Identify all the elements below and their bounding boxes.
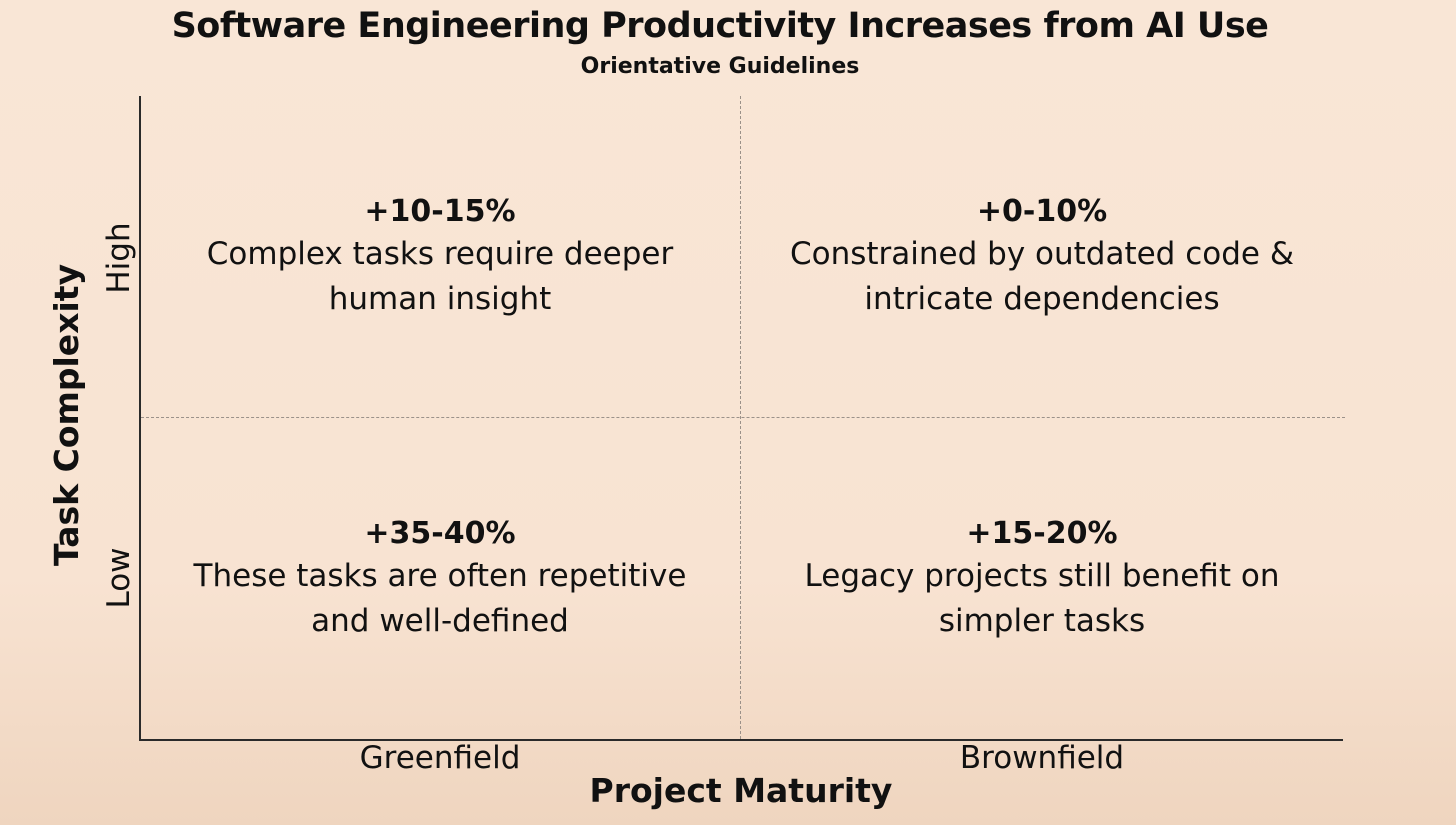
quadrant-description-line: These tasks are often repetitive [193,558,687,594]
diagram-subtitle: Orientative Guidelines [580,54,860,79]
x-tick-brownfield: Brownfield [959,740,1125,776]
quadrant-greenfield-low: +35-40% These tasks are often repetitive… [160,514,720,644]
quadrant-description-line: Constrained by outdated code & [789,236,1295,272]
quadrant-greenfield-high: +10-15% Complex tasks require deeper hum… [160,192,720,322]
quadrant-description-line: Complex tasks require deeper [206,236,674,272]
diagram-title: Software Engineering Productivity Increa… [171,6,1269,46]
quadrant-description-line: Legacy projects still benefit on [804,558,1280,594]
quadrant-description-line: simpler tasks [938,603,1146,639]
y-tick-high: High [101,222,137,294]
quadrant-value: +15-20% [966,516,1118,551]
x-tick-greenfield: Greenfield [359,740,521,776]
y-axis-label: Task Complexity [47,263,86,566]
x-axis-label: Project Maturity [589,771,893,810]
quadrant-value: +10-15% [364,194,516,229]
x-axis-line [139,739,1343,741]
y-axis-line [139,96,141,741]
quadrant-description-line: intricate dependencies [864,281,1220,317]
quadrant-description-line: and well-defined [311,603,569,639]
quadrant-value: +0-10% [976,194,1108,229]
horizontal-divider [141,417,1345,418]
quadrant-brownfield-low: +15-20% Legacy projects still benefit on… [762,514,1322,644]
quadrant-brownfield-high: +0-10% Constrained by outdated code & in… [762,192,1322,322]
y-tick-low: Low [101,547,137,609]
quadrant-description-line: human insight [328,281,552,317]
quadrant-value: +35-40% [364,516,516,551]
